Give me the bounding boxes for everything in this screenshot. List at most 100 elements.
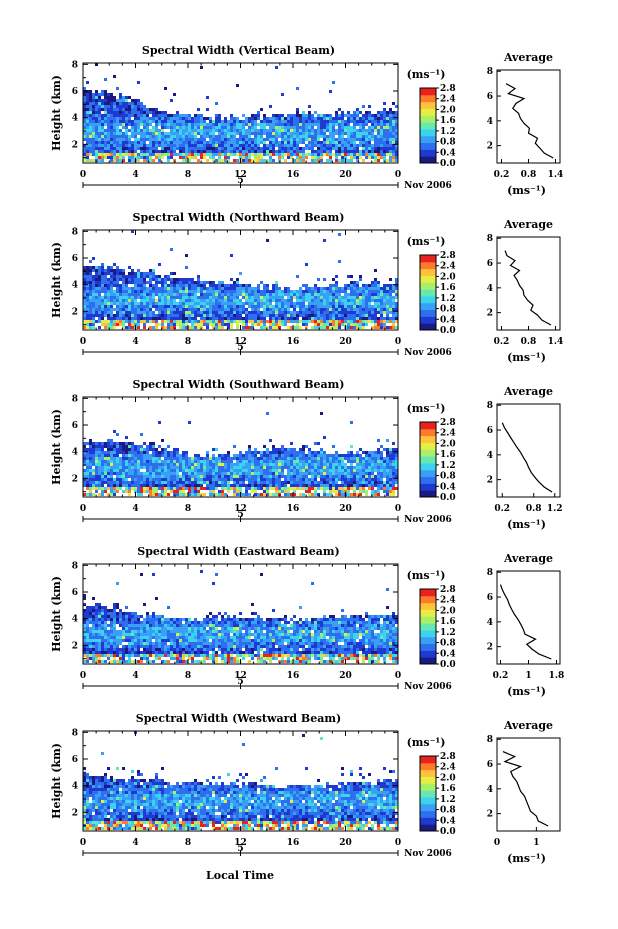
heatmap-cell [167,311,170,314]
heatmap-cell [134,156,137,159]
heatmap-cell [215,460,218,463]
heatmap-cell [218,114,221,117]
colorbar-segment [420,88,436,96]
heatmap-cell [206,302,209,305]
heatmap-cell [323,451,326,454]
heatmap-cell [314,311,317,314]
heatmap-cell [83,442,86,445]
heatmap-cell [83,132,86,135]
heatmap-cell [107,478,110,481]
heatmap-cell [131,114,134,117]
heatmap-cell [221,478,224,481]
heatmap-cell [122,326,125,329]
heatmap-cell [92,144,95,147]
heatmap-cell [245,150,248,153]
heatmap-cell [311,451,314,454]
heatmap-cell [110,454,113,457]
heatmap-cell [149,120,152,123]
heatmap-cell [269,305,272,308]
heatmap-cell [209,293,212,296]
heatmap-cell [137,114,140,117]
heatmap-cell [92,99,95,102]
heatmap-cell [218,144,221,147]
heatmap-cell [248,147,251,150]
heatmap-cell [98,105,101,108]
heatmap-cell [389,111,392,114]
heatmap-cell [350,147,353,150]
heatmap-cell [374,138,377,141]
heatmap-cell [116,442,119,445]
heatmap-cell [362,135,365,138]
heatmap-cell [290,150,293,153]
heatmap-cell [314,296,317,299]
heatmap-cell [83,457,86,460]
heatmap-cell [83,287,86,290]
heatmap-cell [89,484,92,487]
heatmap-cell [215,159,218,162]
heatmap-cell [119,442,122,445]
heatmap-cell [170,150,173,153]
heatmap-cell [128,117,131,120]
heatmap-cell [266,457,269,460]
heatmap-cell [302,472,305,475]
colorbar-segment [420,295,436,304]
heatmap-cell [176,448,179,451]
heatmap-cell [155,132,158,135]
heatmap-cell [248,287,251,290]
heatmap-cell [197,129,200,132]
heatmap-cell [95,320,98,323]
heatmap-xtick-label: 12 [234,337,247,347]
heatmap-cell [395,153,398,156]
heatmap-cell [281,293,284,296]
heatmap-cell [110,469,113,472]
heatmap-cell [116,153,119,156]
heatmap-xtick-label: 20 [339,337,352,347]
heatmap-cell [272,159,275,162]
heatmap-cell [107,460,110,463]
heatmap-cell [281,141,284,144]
heatmap-cell [248,132,251,135]
heatmap-cell [245,302,248,305]
heatmap-cell [98,138,101,141]
heatmap-cell [119,96,122,99]
heatmap-cell [83,126,86,129]
heatmap-cell [104,293,107,296]
heatmap-cell [365,132,368,135]
heatmap-cell [311,317,314,320]
heatmap-cell [152,269,155,272]
heatmap-cell [287,311,290,314]
heatmap-cell [254,129,257,132]
heatmap-cell [338,287,341,290]
heatmap-cell [143,272,146,275]
heatmap-cell [284,144,287,147]
heatmap-cell [125,320,128,323]
heatmap-cell [191,132,194,135]
heatmap-cell [212,302,215,305]
heatmap-cell [236,487,239,490]
heatmap-cell [221,132,224,135]
heatmap-cell [188,281,191,284]
heatmap-cell [245,314,248,317]
heatmap-cell [269,311,272,314]
heatmap-cell [299,475,302,478]
heatmap-cell [134,308,137,311]
heatmap-cell [200,281,203,284]
heatmap-cells [83,230,398,329]
heatmap-cell [389,132,392,135]
heatmap-cell [284,463,287,466]
heatmap-cell [164,144,167,147]
heatmap-cell [164,147,167,150]
heatmap-cell [287,302,290,305]
heatmap-cell [146,472,149,475]
heatmap-cell [275,132,278,135]
heatmap-cell [317,159,320,162]
heatmap-cell [125,138,128,141]
heatmap-cell [173,296,176,299]
heatmap-cell [233,299,236,302]
heatmap-cell [341,120,344,123]
heatmap-cell [323,478,326,481]
heatmap-cell [356,159,359,162]
heatmap-cell [149,317,152,320]
heatmap-cell [260,463,263,466]
heatmap-cell [134,451,137,454]
